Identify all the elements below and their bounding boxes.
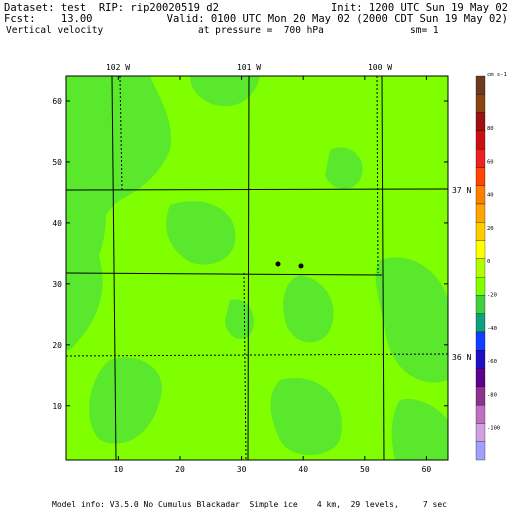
colorbar-box [475, 148, 486, 168]
colorbar-label: -80 [487, 392, 497, 398]
colorbar-label: 0 [487, 259, 490, 265]
colorbar-box [475, 313, 486, 333]
colorbar-box [475, 276, 486, 296]
colorbar-label: -20 [487, 293, 497, 299]
colorbar-box [475, 350, 486, 369]
y-tick-label: 50 [52, 158, 62, 167]
map: 102 W 101 W 100 W 37 N 36 N [65, 63, 471, 461]
colorbar-box [475, 112, 486, 132]
x-tick-label: 50 [360, 465, 370, 474]
colorbar-box [475, 295, 486, 314]
colorbar-unit: cm s-1 [487, 72, 507, 78]
lat-label: 37 N [452, 186, 471, 195]
colorbar-box [475, 441, 486, 461]
colorbar-label: 60 [487, 159, 494, 165]
boundaries [65, 75, 449, 461]
colorbar-box [475, 331, 486, 351]
y-tick-label: 10 [52, 402, 62, 411]
valid: Valid: 0100 UTC Mon 20 May 02 (2000 CDT … [167, 13, 508, 25]
x-tick-label: 20 [175, 465, 185, 474]
level: at pressure = 700 hPa [198, 25, 324, 36]
colorbar-box [475, 130, 486, 150]
lon-label: 102 W [106, 63, 130, 72]
colorbar-box [475, 386, 486, 406]
map-frame [65, 75, 449, 461]
colorbar-label: -100 [487, 426, 500, 432]
colorbar-box [475, 404, 486, 424]
init: Init: 1200 UTC Sun 19 May 02 [331, 2, 508, 14]
colorbar-box [475, 222, 486, 241]
colorbar-box [475, 423, 486, 442]
smooth: sm= 1 [410, 25, 439, 36]
dataset: Dataset: test RIP: rip20020519 d2 [4, 2, 219, 14]
colorbar-label: -60 [487, 359, 497, 365]
colorbar-box [475, 75, 486, 95]
colorbar-box [475, 185, 486, 205]
colorbar-box [475, 258, 486, 278]
x-tick-label: 10 [114, 465, 124, 474]
y-tick-label: 40 [52, 219, 62, 228]
colorbar-box [475, 240, 486, 260]
colorbar-box [475, 167, 486, 186]
lon-label: 101 W [237, 63, 261, 72]
city-dot [298, 263, 304, 269]
y-tick-label: 20 [52, 341, 62, 350]
lat-label: 36 N [452, 353, 471, 362]
colorbar-label: 40 [487, 193, 494, 199]
x-tick-label: 60 [422, 465, 432, 474]
contour-fill [66, 76, 448, 460]
fcst: Fcst: 13.00 [4, 13, 93, 25]
city-dot [275, 261, 281, 267]
colorbar-label: 80 [487, 126, 494, 132]
colorbar-label: 20 [487, 226, 494, 232]
colorbar-box [475, 368, 486, 388]
x-tick-label: 30 [237, 465, 247, 474]
colorbar-box [475, 94, 486, 113]
footer: Model info: V3.5.0 No Cumulus Blackadar … [52, 500, 447, 509]
y-tick-label: 60 [52, 97, 62, 106]
x-tick-label: 40 [298, 465, 308, 474]
field: Vertical velocity [6, 25, 104, 36]
y-tick-label: 30 [52, 280, 62, 289]
colorbar-box [475, 203, 486, 223]
colorbar-label: -40 [487, 326, 497, 332]
lon-label: 100 W [368, 63, 392, 72]
